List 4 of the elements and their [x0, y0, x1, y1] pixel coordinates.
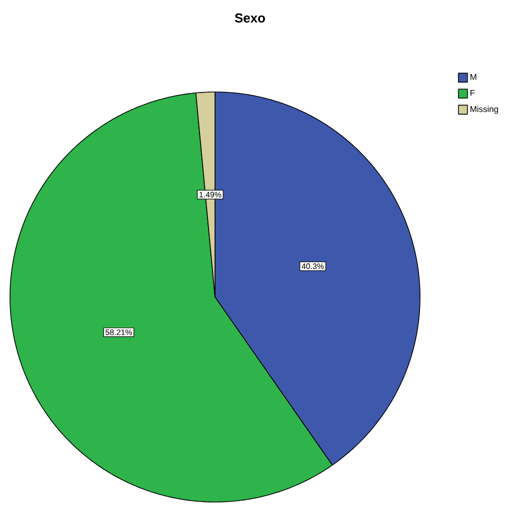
- legend-label: F: [470, 90, 475, 96]
- legend-label: Missing: [470, 106, 498, 114]
- legend-label: M: [470, 74, 476, 80]
- chart-title: Sexo: [234, 13, 265, 23]
